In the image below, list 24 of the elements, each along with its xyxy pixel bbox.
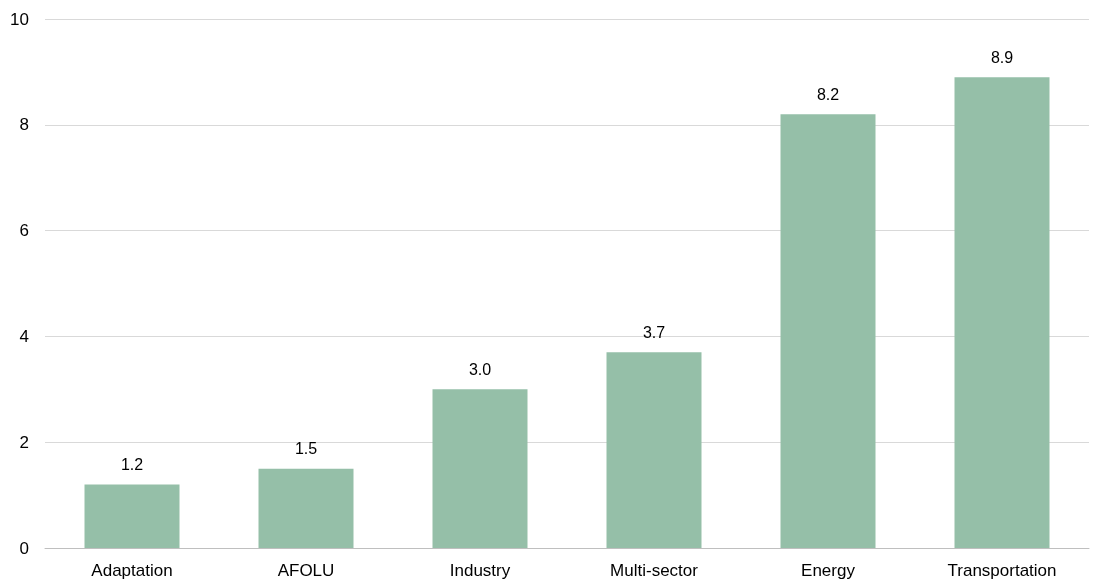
data-label: 3.0: [468, 360, 492, 378]
y-tick-label: 4: [19, 326, 29, 346]
data-label: 1.2: [120, 456, 144, 474]
x-tick-label: Industry: [449, 561, 511, 580]
bar: [606, 352, 702, 548]
bar: [258, 468, 354, 548]
x-tick-label: Energy: [801, 561, 856, 580]
data-label: 3.7: [642, 323, 666, 341]
bar: [84, 484, 180, 548]
y-tick-label: 10: [10, 9, 29, 29]
y-tick-label: 6: [19, 221, 29, 241]
bar: [432, 389, 528, 548]
bar: [954, 77, 1050, 548]
data-label: 8.2: [816, 85, 840, 103]
bar: [780, 114, 876, 548]
y-tick-label: 0: [19, 538, 29, 558]
y-tick-label: 8: [19, 115, 29, 135]
data-label: 8.9: [990, 48, 1014, 66]
x-tick-label: Transportation: [947, 561, 1057, 580]
x-tick-label: AFOLU: [277, 561, 335, 580]
data-label: 1.5: [294, 440, 318, 458]
x-tick-label: Multi-sector: [610, 561, 699, 580]
y-tick-label: 2: [19, 432, 29, 452]
x-tick-label: Adaptation: [91, 561, 173, 580]
